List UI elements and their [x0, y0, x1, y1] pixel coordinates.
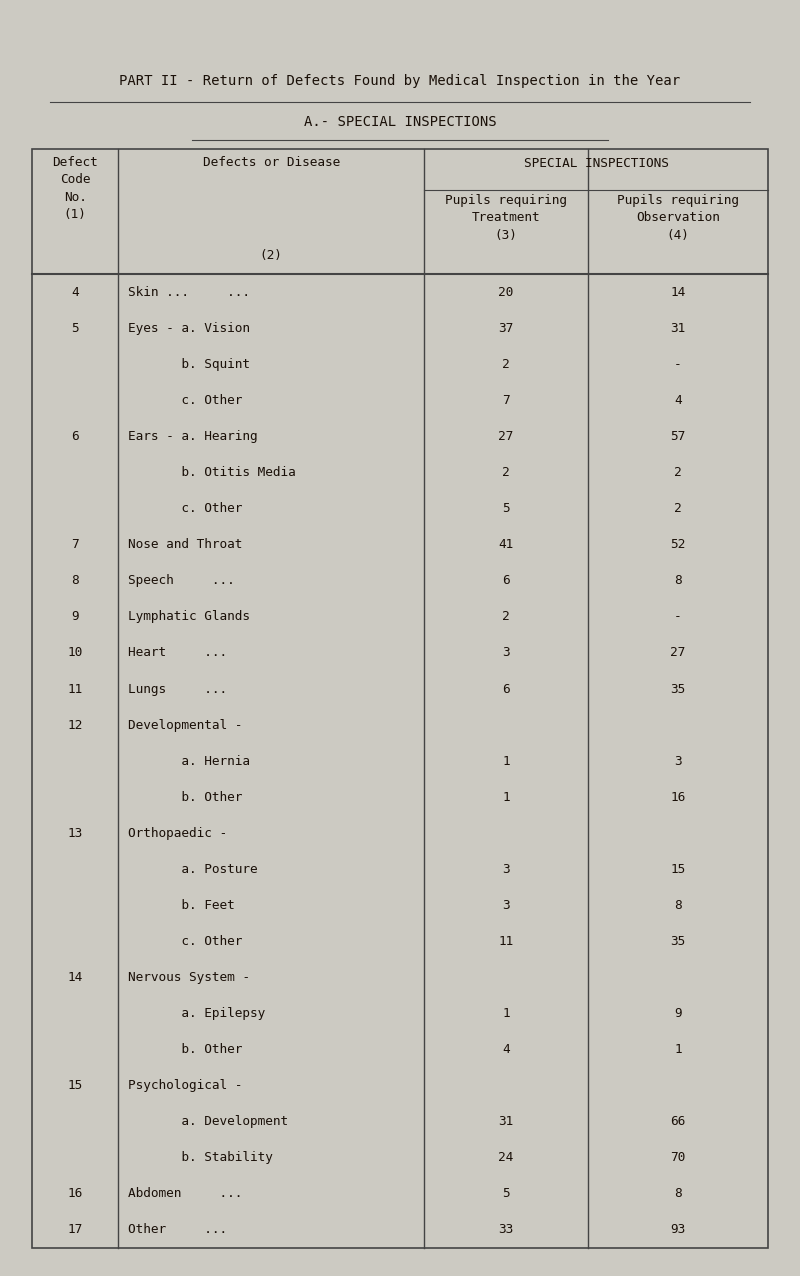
Text: 2: 2 [502, 359, 510, 371]
Text: 3: 3 [502, 898, 510, 912]
Text: b. Other: b. Other [128, 1042, 242, 1057]
Text: 24: 24 [498, 1151, 514, 1164]
Text: Abdomen     ...: Abdomen ... [128, 1188, 242, 1201]
Text: b. Otitis Media: b. Otitis Media [128, 466, 296, 480]
Text: 35: 35 [670, 683, 686, 695]
Text: Defects or Disease: Defects or Disease [202, 156, 340, 168]
Text: a. Epilepsy: a. Epilepsy [128, 1007, 266, 1020]
Text: Defect
Code
No.
(1): Defect Code No. (1) [52, 156, 98, 221]
Text: 5: 5 [502, 503, 510, 516]
Text: b. Feet: b. Feet [128, 898, 234, 912]
Text: 4: 4 [71, 286, 79, 299]
Text: 27: 27 [670, 647, 686, 660]
Text: 11: 11 [67, 683, 83, 695]
Text: 14: 14 [670, 286, 686, 299]
Text: Other     ...: Other ... [128, 1224, 227, 1236]
Text: 7: 7 [71, 538, 79, 551]
Text: 4: 4 [502, 1042, 510, 1057]
Text: b. Squint: b. Squint [128, 359, 250, 371]
Text: 15: 15 [67, 1079, 83, 1092]
Text: 70: 70 [670, 1151, 686, 1164]
Text: 2: 2 [674, 503, 682, 516]
Text: Speech     ...: Speech ... [128, 574, 234, 587]
Text: 10: 10 [67, 647, 83, 660]
Text: 16: 16 [670, 791, 686, 804]
Text: 1: 1 [502, 754, 510, 768]
Text: 7: 7 [502, 394, 510, 407]
Text: 8: 8 [674, 1188, 682, 1201]
Text: Heart     ...: Heart ... [128, 647, 227, 660]
Text: 17: 17 [67, 1224, 83, 1236]
Text: (2): (2) [260, 249, 282, 262]
Text: 11: 11 [498, 935, 514, 948]
Text: -: - [674, 610, 682, 624]
Text: c. Other: c. Other [128, 935, 242, 948]
Text: Psychological -: Psychological - [128, 1079, 242, 1092]
Text: Orthopaedic -: Orthopaedic - [128, 827, 227, 840]
Text: 52: 52 [670, 538, 686, 551]
Text: 6: 6 [502, 683, 510, 695]
Text: 5: 5 [502, 1188, 510, 1201]
Text: 3: 3 [502, 647, 510, 660]
Text: 1: 1 [674, 1042, 682, 1057]
Text: 6: 6 [502, 574, 510, 587]
Text: Nose and Throat: Nose and Throat [128, 538, 242, 551]
Text: 27: 27 [498, 430, 514, 443]
Text: 3: 3 [674, 754, 682, 768]
Text: Skin ...     ...: Skin ... ... [128, 286, 250, 299]
Text: c. Other: c. Other [128, 503, 242, 516]
Text: -: - [674, 359, 682, 371]
Text: 57: 57 [670, 430, 686, 443]
Text: Nervous System -: Nervous System - [128, 971, 250, 984]
Text: 20: 20 [498, 286, 514, 299]
Text: 1: 1 [502, 791, 510, 804]
Text: 35: 35 [670, 935, 686, 948]
Text: 9: 9 [674, 1007, 682, 1020]
Text: 31: 31 [670, 322, 686, 334]
Text: 9: 9 [71, 610, 79, 624]
Text: 14: 14 [67, 971, 83, 984]
Text: a. Development: a. Development [128, 1115, 288, 1128]
Text: 13: 13 [67, 827, 83, 840]
Text: a. Hernia: a. Hernia [128, 754, 250, 768]
Text: 93: 93 [670, 1224, 686, 1236]
Text: 6: 6 [71, 430, 79, 443]
Text: 8: 8 [674, 898, 682, 912]
Text: c. Other: c. Other [128, 394, 242, 407]
Text: 3: 3 [502, 863, 510, 875]
Text: Eyes - a. Vision: Eyes - a. Vision [128, 322, 250, 334]
Text: 2: 2 [502, 466, 510, 480]
Text: 2: 2 [674, 466, 682, 480]
Text: Pupils requiring
Treatment
(3): Pupils requiring Treatment (3) [445, 194, 567, 242]
Text: 5: 5 [71, 322, 79, 334]
Text: 8: 8 [674, 574, 682, 587]
Text: 37: 37 [498, 322, 514, 334]
Text: Developmental -: Developmental - [128, 718, 242, 731]
Text: 41: 41 [498, 538, 514, 551]
Text: Pupils requiring
Observation
(4): Pupils requiring Observation (4) [617, 194, 739, 242]
Text: PART II - Return of Defects Found by Medical Inspection in the Year: PART II - Return of Defects Found by Med… [119, 74, 681, 88]
Text: Lungs     ...: Lungs ... [128, 683, 227, 695]
Text: SPECIAL INSPECTIONS: SPECIAL INSPECTIONS [523, 157, 669, 170]
Text: 1: 1 [502, 1007, 510, 1020]
Text: b. Stability: b. Stability [128, 1151, 273, 1164]
Text: 12: 12 [67, 718, 83, 731]
Text: 15: 15 [670, 863, 686, 875]
Text: 4: 4 [674, 394, 682, 407]
Text: 8: 8 [71, 574, 79, 587]
Text: 33: 33 [498, 1224, 514, 1236]
Text: A.- SPECIAL INSPECTIONS: A.- SPECIAL INSPECTIONS [304, 115, 496, 129]
Text: 31: 31 [498, 1115, 514, 1128]
Text: 2: 2 [502, 610, 510, 624]
Text: 66: 66 [670, 1115, 686, 1128]
Text: b. Other: b. Other [128, 791, 242, 804]
Text: Lymphatic Glands: Lymphatic Glands [128, 610, 250, 624]
Text: Ears - a. Hearing: Ears - a. Hearing [128, 430, 258, 443]
Text: 16: 16 [67, 1188, 83, 1201]
Text: a. Posture: a. Posture [128, 863, 258, 875]
